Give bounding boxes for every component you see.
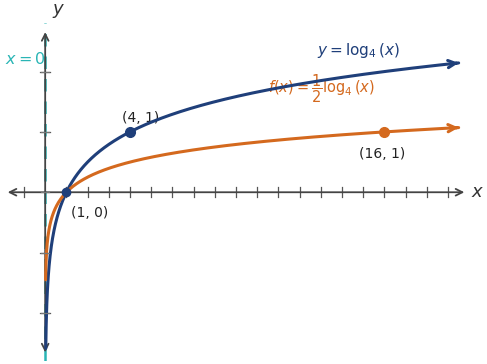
- Text: $x$: $x$: [471, 183, 485, 201]
- Text: (4, 1): (4, 1): [122, 111, 159, 124]
- Text: (1, 0): (1, 0): [71, 206, 108, 219]
- Text: (16, 1): (16, 1): [359, 147, 405, 161]
- Text: $f(x) = \dfrac{1}{2}\log_4(x)$: $f(x) = \dfrac{1}{2}\log_4(x)$: [268, 72, 375, 105]
- Text: $y$: $y$: [52, 2, 65, 20]
- Text: $y = \log_4(x)$: $y = \log_4(x)$: [317, 41, 399, 60]
- Text: $x = 0$: $x = 0$: [5, 51, 45, 67]
